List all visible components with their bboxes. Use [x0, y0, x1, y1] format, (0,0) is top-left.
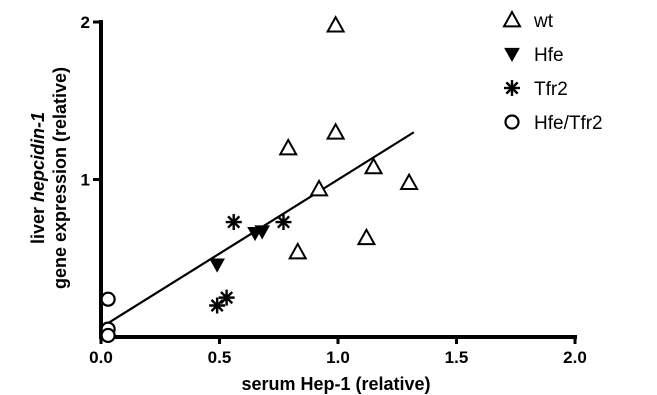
- axis-titles: serum Hep-1 (relative) liver hepcidin-1 …: [28, 67, 431, 394]
- x-tick-label: 2.0: [563, 348, 587, 367]
- data-point: [275, 214, 292, 231]
- asterisk-stroke: [276, 215, 290, 229]
- legend-marker: [504, 80, 520, 96]
- data-point: [218, 289, 235, 306]
- y-tick-label: 1: [81, 171, 90, 190]
- triangle-up-marker: [356, 227, 377, 246]
- asterisk-stroke: [220, 291, 234, 305]
- triangle-up-marker: [309, 178, 329, 197]
- legend-label: wt: [533, 11, 554, 32]
- x-axis-title: serum Hep-1 (relative): [241, 374, 430, 394]
- y-tick-label: 2: [81, 13, 90, 32]
- data-point: [254, 225, 271, 240]
- asterisk-stroke: [505, 81, 519, 95]
- asterisk-stroke: [227, 215, 241, 229]
- data-point: [209, 258, 225, 273]
- y-axis-title: liver hepcidin-1: [28, 112, 48, 244]
- triangle-down-marker: [504, 47, 520, 63]
- series-tfr2: [209, 214, 292, 314]
- series-hfe: [209, 225, 271, 273]
- triangle-down-marker: [209, 258, 225, 273]
- x-tick-label: 0.0: [89, 348, 113, 367]
- legend-item: Tfr2: [504, 79, 568, 100]
- data-point: [399, 172, 419, 191]
- legend-item: Hfe/Tfr2: [504, 113, 603, 134]
- data-point: [100, 327, 116, 344]
- x-tick-label: 0.5: [208, 348, 232, 367]
- legend-label: Hfe: [534, 45, 564, 66]
- axes: 0.0 0.5 1.0 1.5 2.0 1 2: [81, 13, 587, 367]
- triangle-up-marker: [325, 15, 346, 33]
- data-point: [325, 122, 346, 140]
- data-point: [309, 178, 329, 197]
- y-axis-title-prefix: liver: [28, 202, 48, 244]
- legend-label: Tfr2: [534, 79, 568, 100]
- y-axis-title-line2: gene expression (relative): [50, 67, 70, 289]
- legend-marker: [502, 9, 522, 28]
- series-wt: [278, 15, 419, 260]
- triangle-down-marker: [254, 225, 271, 240]
- x-tick-label: 1.0: [326, 348, 350, 367]
- data-point: [278, 137, 298, 156]
- legend-label: Hfe/Tfr2: [534, 113, 603, 134]
- triangle-up-marker: [363, 156, 384, 175]
- data-point: [325, 15, 346, 33]
- circle-marker: [100, 327, 116, 344]
- legend: wt Hfe Tfr2 Hfe/Tfr2: [502, 9, 603, 134]
- data-point: [356, 227, 377, 246]
- legend-marker: [504, 47, 520, 63]
- triangle-up-marker: [502, 9, 522, 28]
- data-point: [288, 241, 308, 260]
- triangle-up-marker: [288, 241, 308, 260]
- triangle-up-marker: [399, 172, 419, 191]
- x-tick-label: 1.5: [445, 348, 469, 367]
- series-hfe-tfr2: [100, 291, 116, 344]
- data-point: [100, 291, 116, 307]
- triangle-up-marker: [278, 137, 298, 156]
- legend-item: wt: [502, 9, 554, 32]
- circle-marker: [504, 114, 520, 130]
- data-point: [363, 156, 384, 175]
- triangle-up-marker: [325, 122, 346, 140]
- legend-item: Hfe: [504, 45, 564, 66]
- legend-marker: [504, 114, 520, 130]
- data-points: [100, 15, 419, 344]
- data-point: [225, 214, 242, 231]
- circle-marker: [100, 291, 116, 307]
- y-axis-title-gene: hepcidin-1: [28, 112, 48, 202]
